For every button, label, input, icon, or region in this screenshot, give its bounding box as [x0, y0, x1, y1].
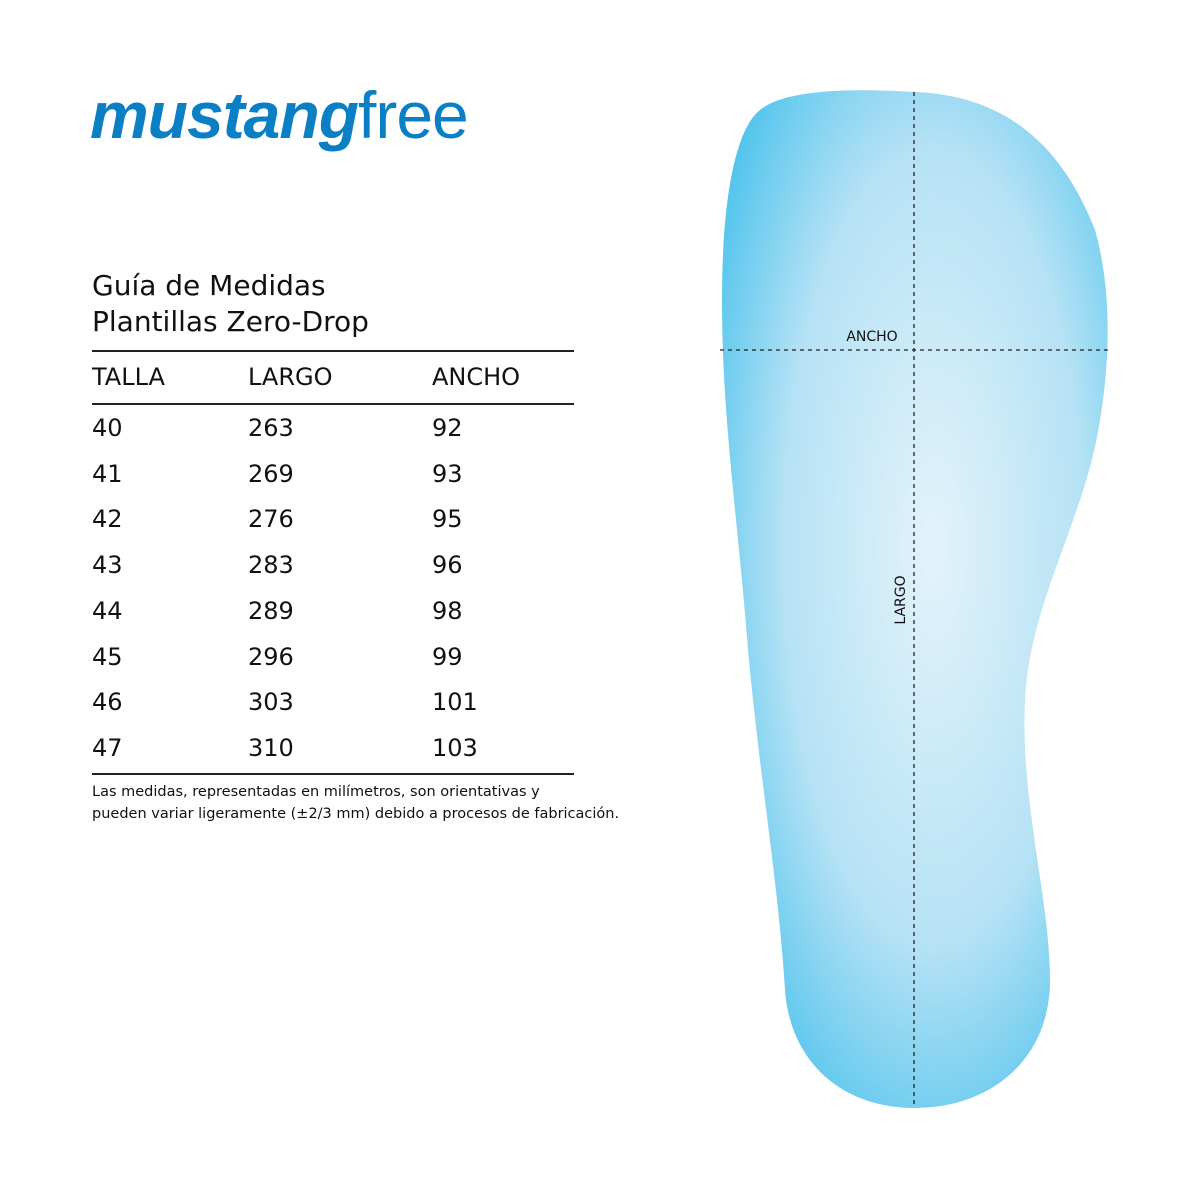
cell-ancho: 93 [432, 459, 463, 488]
cell-talla: 43 [92, 551, 123, 580]
footnote-line-1: Las medidas, representadas en milímetros… [92, 784, 540, 800]
table-top-rule [92, 350, 574, 352]
cell-ancho: 92 [432, 414, 463, 442]
cell-talla: 44 [92, 596, 123, 625]
cell-largo: 289 [248, 596, 294, 625]
title-line-2: Plantillas Zero-Drop [92, 305, 369, 338]
cell-ancho: 95 [432, 505, 463, 534]
cell-talla: 47 [92, 733, 123, 762]
cell-talla: 42 [92, 505, 123, 534]
footnote: Las medidas, representadas en milímetros… [92, 781, 619, 825]
header-largo: LARGO [248, 363, 333, 391]
cell-ancho: 103 [432, 733, 478, 762]
table-header-rule [92, 403, 574, 405]
title-line-1: Guía de Medidas [92, 269, 326, 302]
cell-largo: 296 [248, 642, 294, 671]
cell-largo: 276 [248, 505, 294, 534]
cell-ancho: 99 [432, 642, 463, 671]
cell-ancho: 98 [432, 596, 463, 625]
cell-talla: 40 [92, 414, 123, 442]
footnote-line-2: pueden variar ligeramente (±2/3 mm) debi… [92, 806, 620, 822]
width-label: ANCHO [846, 329, 897, 345]
header-talla: TALLA [92, 363, 165, 391]
cell-ancho: 101 [432, 688, 478, 717]
cell-talla: 45 [92, 642, 123, 671]
cell-ancho: 96 [432, 551, 463, 580]
cell-largo: 310 [248, 733, 294, 762]
logo-bold-text: mustang [90, 78, 359, 152]
cell-largo: 303 [248, 688, 294, 717]
header-ancho: ANCHO [432, 363, 521, 391]
cell-largo: 269 [248, 459, 294, 488]
cell-talla: 41 [92, 459, 123, 488]
cell-largo: 263 [248, 414, 294, 442]
logo-light-text: free [358, 78, 469, 152]
table-bottom-rule [92, 773, 574, 775]
brand-logo: mustangfree [90, 82, 469, 148]
page-title: Guía de Medidas Plantillas Zero-Drop [92, 268, 369, 340]
cell-talla: 46 [92, 688, 123, 717]
insole-shape [722, 90, 1108, 1108]
cell-largo: 283 [248, 551, 294, 580]
length-label: LARGO [893, 575, 909, 624]
